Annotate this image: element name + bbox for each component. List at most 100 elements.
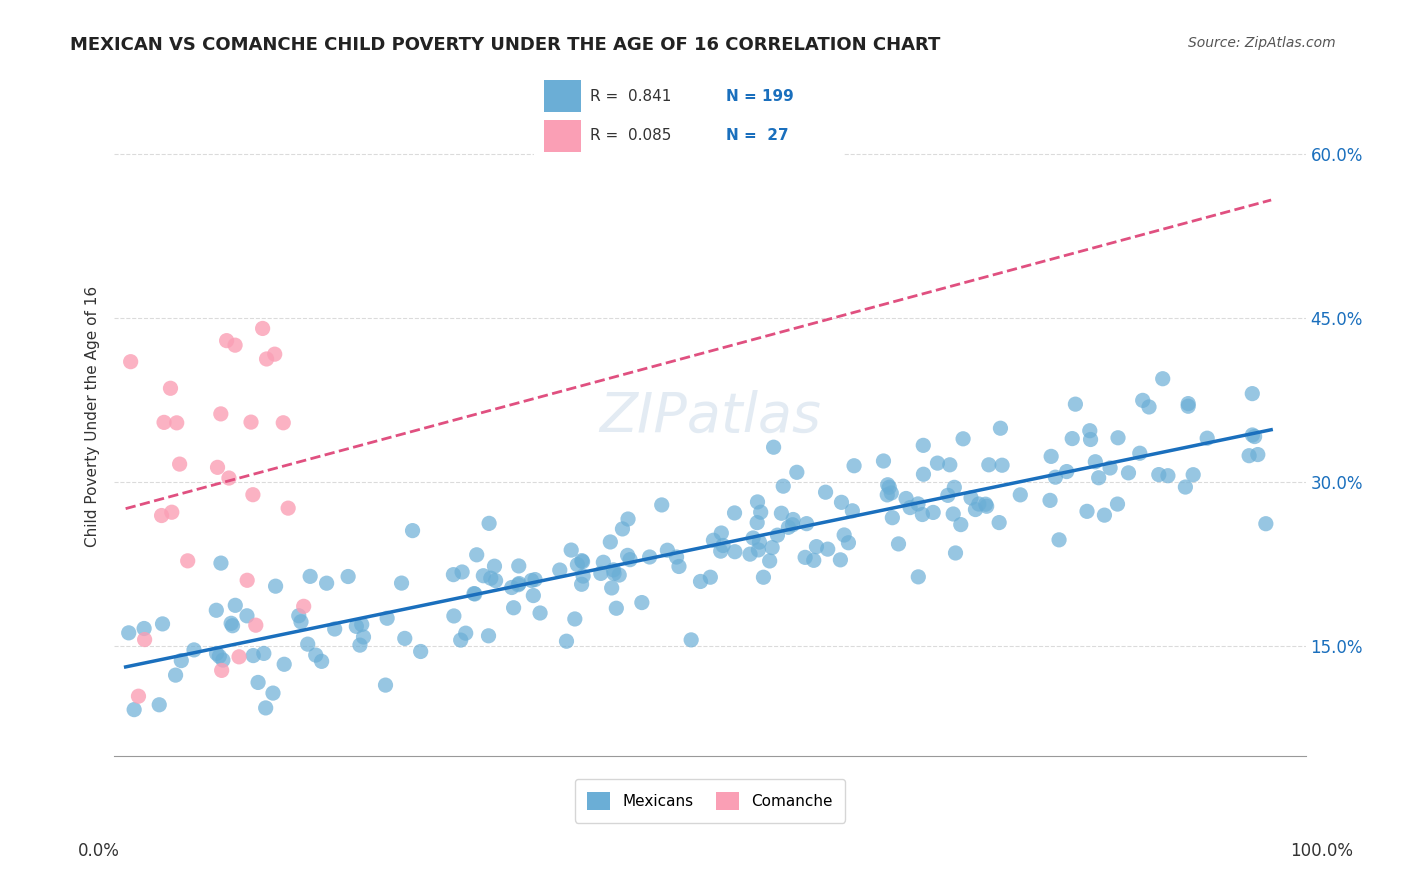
Point xyxy=(311,654,333,668)
Point xyxy=(699,570,721,584)
Point xyxy=(205,647,228,661)
Point xyxy=(876,488,898,502)
Point xyxy=(1094,508,1116,523)
Point xyxy=(657,543,679,558)
Point xyxy=(1080,433,1102,447)
Point xyxy=(877,480,900,494)
Point xyxy=(814,485,837,500)
Text: R =  0.085: R = 0.085 xyxy=(591,128,671,143)
Point xyxy=(148,698,170,712)
Point xyxy=(942,507,965,521)
Point xyxy=(794,550,817,565)
Point xyxy=(212,653,235,667)
Point xyxy=(738,547,761,561)
Point xyxy=(209,556,232,570)
Point xyxy=(592,555,614,569)
Point xyxy=(723,506,745,520)
Point xyxy=(571,554,593,568)
Point xyxy=(872,454,894,468)
Point xyxy=(1243,429,1265,443)
Point xyxy=(152,616,174,631)
Point xyxy=(1040,450,1063,464)
Point xyxy=(988,516,1011,530)
Point xyxy=(221,618,243,632)
Point xyxy=(224,338,246,352)
Point xyxy=(524,573,547,587)
Point xyxy=(607,568,630,582)
Point xyxy=(1010,488,1032,502)
Point xyxy=(472,568,495,582)
Text: ZIPatlas: ZIPatlas xyxy=(599,390,821,443)
Point xyxy=(1132,393,1154,408)
Point xyxy=(898,500,921,515)
Point xyxy=(454,626,477,640)
Point xyxy=(711,539,734,553)
Point xyxy=(894,491,917,506)
Point xyxy=(752,570,775,584)
Point xyxy=(786,465,808,479)
Point xyxy=(665,549,688,564)
Point xyxy=(159,381,181,395)
Point xyxy=(134,622,156,636)
Point xyxy=(219,616,242,631)
Point xyxy=(502,600,524,615)
Point xyxy=(477,629,499,643)
Point xyxy=(391,576,413,591)
Point xyxy=(742,531,765,545)
Point xyxy=(605,601,627,615)
Point xyxy=(323,622,346,636)
Point xyxy=(887,537,910,551)
Text: MEXICAN VS COMANCHE CHILD POVERTY UNDER THE AGE OF 16 CORRELATION CHART: MEXICAN VS COMANCHE CHILD POVERTY UNDER … xyxy=(70,36,941,54)
Point xyxy=(350,617,373,632)
Point xyxy=(520,574,543,588)
Point xyxy=(778,520,800,534)
Point xyxy=(501,581,523,595)
Point xyxy=(1078,424,1101,438)
Point xyxy=(236,608,259,623)
Point xyxy=(1137,400,1160,414)
Point xyxy=(830,553,852,567)
Point xyxy=(976,500,998,514)
Text: 100.0%: 100.0% xyxy=(1291,842,1353,860)
Point xyxy=(484,574,506,588)
Point xyxy=(619,552,641,566)
Point xyxy=(689,574,711,589)
Point xyxy=(409,644,432,658)
Point xyxy=(209,407,232,421)
Point xyxy=(240,415,263,429)
Point xyxy=(215,334,238,348)
Point xyxy=(290,615,312,629)
Point xyxy=(710,526,733,541)
Point xyxy=(960,491,983,505)
Point xyxy=(245,618,267,632)
Point xyxy=(218,471,240,485)
Point xyxy=(211,664,233,678)
Point xyxy=(945,546,967,560)
Point xyxy=(572,569,595,583)
FancyBboxPatch shape xyxy=(529,70,849,162)
Point xyxy=(1107,497,1129,511)
Point xyxy=(616,549,638,563)
Point xyxy=(375,611,398,625)
Point xyxy=(612,522,634,536)
Point xyxy=(479,571,502,585)
Point xyxy=(1062,432,1084,446)
Point xyxy=(949,517,972,532)
Text: 0.0%: 0.0% xyxy=(77,842,120,860)
Point xyxy=(974,497,997,511)
Point xyxy=(1045,470,1067,484)
Point xyxy=(337,569,360,583)
Point xyxy=(287,608,309,623)
Point xyxy=(254,701,277,715)
Point xyxy=(967,497,990,511)
Point xyxy=(702,533,724,548)
Point xyxy=(567,558,589,572)
Point xyxy=(841,504,863,518)
Point xyxy=(761,541,783,555)
Point xyxy=(1254,516,1277,531)
Point xyxy=(638,549,661,564)
Point xyxy=(166,416,188,430)
Point xyxy=(464,587,486,601)
Point xyxy=(1182,467,1205,482)
Point xyxy=(253,647,276,661)
